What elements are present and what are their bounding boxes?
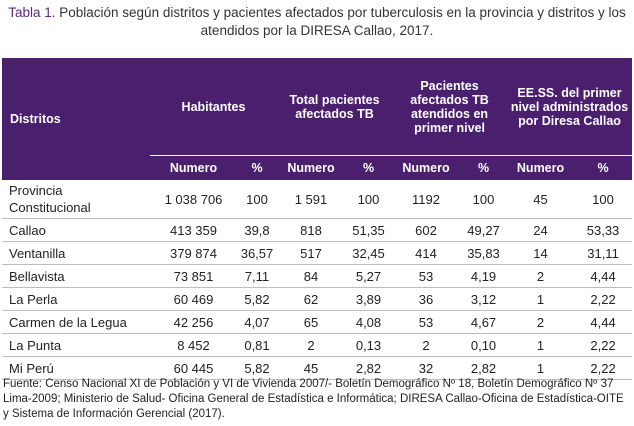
cell-percent: 4,67 bbox=[460, 310, 508, 334]
cell-numero: 32 bbox=[392, 356, 461, 380]
table-row: Bellavista 73 851 7,11 84 5,27 53 4,19 2 4,44 bbox=[2, 264, 633, 288]
cell-distrito: La Punta bbox=[2, 333, 150, 357]
cell-percent: 0,10 bbox=[460, 333, 508, 357]
table-row: Provincia Constitucional 1 038 706 100 1 59… bbox=[2, 180, 633, 219]
cell-distrito: Callao bbox=[2, 218, 150, 242]
cell-percent: 36,57 bbox=[237, 241, 277, 265]
cell-numero: 42 256 bbox=[150, 310, 237, 334]
cell-percent: 0,81 bbox=[237, 333, 277, 357]
table-row: La Punta 8 452 0,81 2 0,13 2 0,10 1 2,22 bbox=[2, 333, 633, 357]
cell-numero: 2 bbox=[507, 310, 575, 334]
cell-percent: 2,22 bbox=[574, 333, 633, 357]
cell-numero: 413 359 bbox=[150, 218, 237, 242]
subheader-percent: % bbox=[237, 155, 277, 180]
cell-numero: 60 469 bbox=[150, 287, 237, 311]
cell-percent: 39,8 bbox=[237, 218, 277, 242]
cell-numero: 818 bbox=[277, 218, 345, 242]
cell-numero: 2 bbox=[277, 333, 345, 357]
table-body: Provincia Constitucional 1 038 706 100 1 59… bbox=[2, 180, 633, 380]
cell-numero: 53 bbox=[392, 310, 461, 334]
subheader-numero: Numero bbox=[507, 155, 575, 180]
cell-numero: 1 591 bbox=[277, 180, 345, 219]
cell-percent: 49,27 bbox=[460, 218, 508, 242]
table-row: Mi Perú 60 445 5,82 45 2,82 32 2,82 1 2,22 bbox=[2, 356, 633, 380]
cell-numero: 1 bbox=[507, 333, 575, 357]
table-row: Carmen de la Legua 42 256 4,07 65 4,08 53 4,67… bbox=[2, 310, 633, 334]
cell-percent: 4,08 bbox=[345, 310, 393, 334]
cell-numero: 65 bbox=[277, 310, 345, 334]
cell-numero: 2 bbox=[507, 264, 575, 288]
cell-numero: 24 bbox=[507, 218, 575, 242]
table-row: Ventanilla 379 874 36,57 517 32,45 414 35,83 14… bbox=[2, 241, 633, 265]
cell-numero: 60 445 bbox=[150, 356, 237, 380]
cell-numero: 2 bbox=[392, 333, 461, 357]
table-row: La Perla 60 469 5,82 62 3,89 36 3,12 1 2,22 bbox=[2, 287, 633, 311]
cell-percent: 51,35 bbox=[345, 218, 393, 242]
cell-percent: 2,22 bbox=[574, 287, 633, 311]
cell-numero: 62 bbox=[277, 287, 345, 311]
header-distritos: Distritos bbox=[2, 58, 150, 180]
cell-distrito: Provincia Constitucional bbox=[2, 180, 150, 219]
cell-numero: 53 bbox=[392, 264, 461, 288]
cell-numero: 36 bbox=[392, 287, 461, 311]
cell-numero: 602 bbox=[392, 218, 461, 242]
cell-numero: 45 bbox=[277, 356, 345, 380]
cell-distrito: La Perla bbox=[2, 287, 150, 311]
cell-percent: 100 bbox=[345, 180, 393, 219]
table-row: Callao 413 359 39,8 818 51,35 602 49,27 24 53,33 bbox=[2, 218, 633, 242]
cell-distrito: Bellavista bbox=[2, 264, 150, 288]
cell-percent: 2,82 bbox=[460, 356, 508, 380]
cell-numero: 45 bbox=[507, 180, 575, 219]
cell-percent: 100 bbox=[574, 180, 633, 219]
cell-percent: 3,12 bbox=[460, 287, 508, 311]
cell-numero: 517 bbox=[277, 241, 345, 265]
subheader-numero: Numero bbox=[150, 155, 237, 180]
cell-percent: 32,45 bbox=[345, 241, 393, 265]
subheader-percent: % bbox=[345, 155, 393, 180]
data-table: Distritos Habitantes Total pacientes afe… bbox=[2, 58, 633, 380]
cell-percent: 0,13 bbox=[345, 333, 393, 357]
cell-numero: 84 bbox=[277, 264, 345, 288]
cell-percent: 4,44 bbox=[574, 264, 633, 288]
cell-numero: 379 874 bbox=[150, 241, 237, 265]
cell-percent: 100 bbox=[460, 180, 508, 219]
cell-percent: 4,19 bbox=[460, 264, 508, 288]
cell-percent: 2,22 bbox=[574, 356, 633, 380]
cell-percent: 2,82 bbox=[345, 356, 393, 380]
cell-percent: 7,11 bbox=[237, 264, 277, 288]
cell-percent: 35,83 bbox=[460, 241, 508, 265]
cell-numero: 14 bbox=[507, 241, 575, 265]
cell-numero: 73 851 bbox=[150, 264, 237, 288]
cell-distrito: Ventanilla bbox=[2, 241, 150, 265]
header-total-pacientes: Total pacientes afectados TB bbox=[277, 58, 393, 156]
cell-percent: 5,82 bbox=[237, 287, 277, 311]
cell-percent: 53,33 bbox=[574, 218, 633, 242]
header-pacientes-atendidos: Pacientes afectados TB atendidos en prim… bbox=[392, 58, 508, 156]
caption-text: Población según distritos y pacientes af… bbox=[55, 5, 626, 38]
header-eess: EE.SS. del primer nivel administrados po… bbox=[507, 58, 633, 156]
cell-numero: 1 bbox=[507, 287, 575, 311]
subheader-numero: Numero bbox=[277, 155, 345, 180]
source-note: Fuente: Censo Nacional XI de Población y… bbox=[3, 378, 624, 420]
cell-numero: 414 bbox=[392, 241, 461, 265]
cell-distrito: Carmen de la Legua bbox=[2, 310, 150, 334]
cell-percent: 100 bbox=[237, 180, 277, 219]
cell-percent: 4,07 bbox=[237, 310, 277, 334]
subheader-percent: % bbox=[574, 155, 633, 180]
cell-numero: 1192 bbox=[392, 180, 461, 219]
cell-percent: 5,27 bbox=[345, 264, 393, 288]
subheader-percent: % bbox=[460, 155, 508, 180]
cell-distrito: Mi Perú bbox=[2, 356, 150, 380]
table-caption: Tabla 1. Población según distritos y pac… bbox=[0, 4, 634, 40]
cell-percent: 4,44 bbox=[574, 310, 633, 334]
subheader-numero: Numero bbox=[392, 155, 461, 180]
cell-numero: 8 452 bbox=[150, 333, 237, 357]
cell-percent: 31,11 bbox=[574, 241, 633, 265]
caption-label: Tabla 1. bbox=[8, 5, 56, 20]
cell-percent: 3,89 bbox=[345, 287, 393, 311]
cell-numero: 1 bbox=[507, 356, 575, 380]
cell-percent: 5,82 bbox=[237, 356, 277, 380]
header-habitantes: Habitantes bbox=[150, 58, 277, 156]
cell-numero: 1 038 706 bbox=[150, 180, 237, 219]
